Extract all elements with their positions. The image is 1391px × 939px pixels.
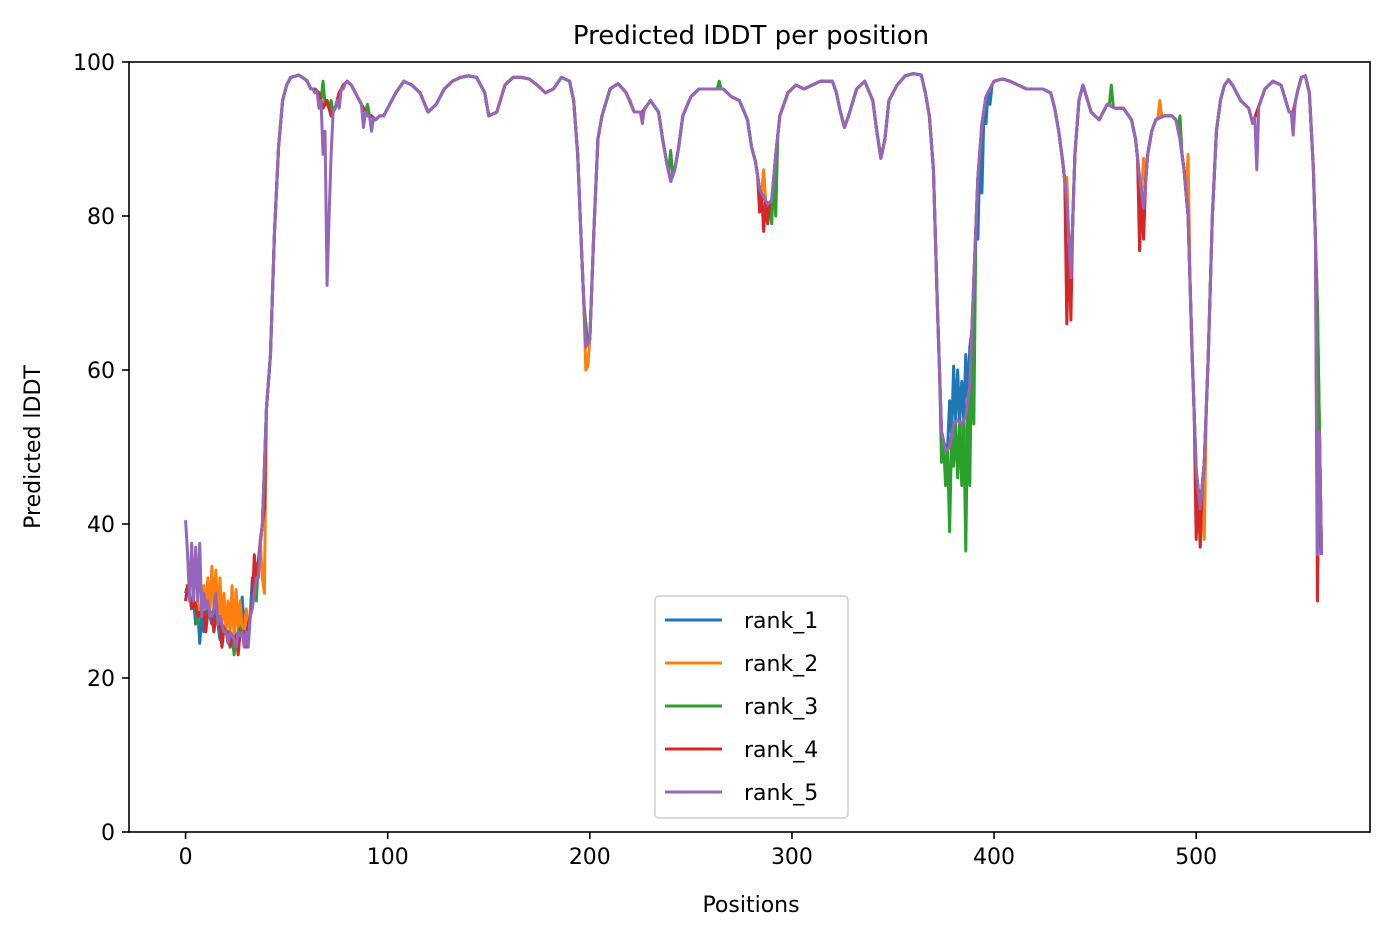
legend-frame: [654, 595, 849, 819]
x-tick-label: 200: [569, 845, 611, 870]
y-tick-label: 20: [87, 667, 115, 692]
y-tick-label: 40: [87, 513, 115, 538]
plot-frame: [128, 61, 1371, 833]
x-axis: 0 100 200 300 400 500: [179, 832, 1217, 870]
x-tick-label: 100: [367, 845, 409, 870]
x-tick-label: 0: [179, 845, 193, 870]
series-line-rank_5: [184, 72, 1323, 649]
x-tick-label: 500: [1175, 845, 1217, 870]
y-axis: 0 20 40 60 80 100: [73, 51, 129, 846]
legend-label-rank_3: rank_3: [744, 695, 818, 720]
y-tick-label: 80: [87, 205, 115, 230]
x-tick-label: 400: [973, 845, 1015, 870]
series-line-rank_3: [184, 72, 1323, 657]
y-tick-label: 100: [73, 51, 115, 76]
chart-title: Predicted lDDT per position: [573, 21, 929, 51]
series-layer: [184, 72, 1323, 657]
x-axis-title: Positions: [702, 893, 799, 918]
y-tick-label: 60: [87, 359, 115, 384]
series-line-rank_4: [184, 72, 1323, 657]
legend-label-rank_2: rank_2: [744, 652, 818, 677]
legend-label-rank_5: rank_5: [744, 781, 818, 806]
legend-label-rank_4: rank_4: [744, 738, 818, 763]
legend: rank_1 rank_2 rank_3 rank_4 rank_5: [654, 595, 849, 819]
x-tick-label: 300: [771, 845, 813, 870]
y-axis-title: Predicted lDDT: [21, 365, 46, 529]
y-tick-label: 0: [101, 821, 115, 846]
legend-label-rank_1: rank_1: [744, 609, 818, 634]
